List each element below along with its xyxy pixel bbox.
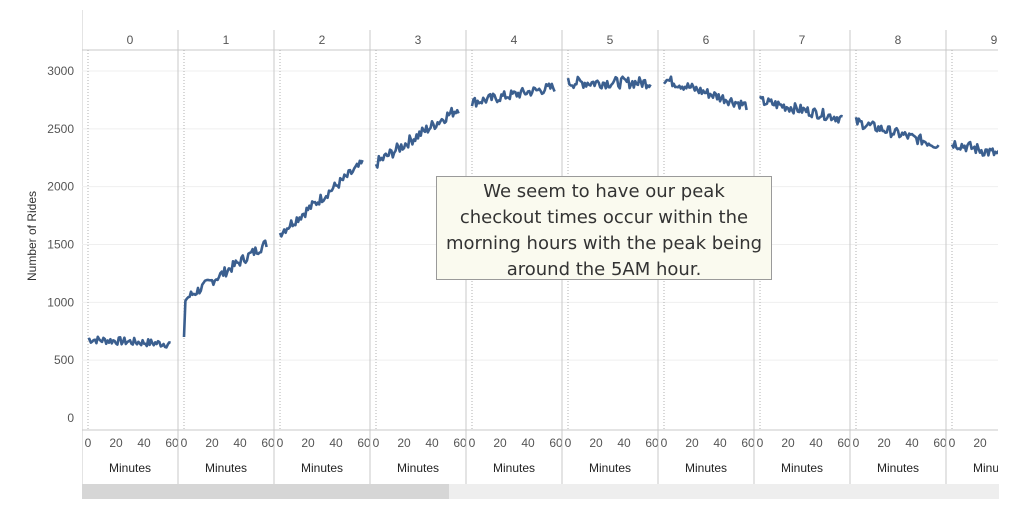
panel-1: 1 0 20 40 60 Minutes <box>177 30 275 484</box>
x-tick-label: 40 <box>713 436 727 450</box>
x-tick-label: 40 <box>329 436 343 450</box>
x-axis-title: Minutes <box>301 461 343 475</box>
series-line-hour-9 <box>950 140 998 157</box>
x-tick-label: 20 <box>589 436 603 450</box>
panel-header-8: 8 <box>895 33 902 47</box>
panel-8: 8 0 20 40 60 Minutes <box>849 30 947 484</box>
y-tick-label: 3000 <box>47 64 74 78</box>
panel-header-5: 5 <box>607 33 614 47</box>
x-tick-label: 40 <box>617 436 631 450</box>
y-axis: 0 500 1000 1500 2000 2500 3000 <box>47 64 74 425</box>
x-axis-title: Minutes <box>589 461 631 475</box>
x-axis-title: Minutes <box>493 461 535 475</box>
x-tick-label: 40 <box>137 436 151 450</box>
x-tick-label: 0 <box>181 436 188 450</box>
series-line-hour-3 <box>374 106 460 169</box>
panel-header-1: 1 <box>223 33 230 47</box>
x-axis-title: Minutes <box>877 461 919 475</box>
horizontal-scrollbar[interactable] <box>82 484 999 499</box>
panel-header-4: 4 <box>511 33 518 47</box>
x-tick-label: 0 <box>85 436 92 450</box>
panel-header-6: 6 <box>703 33 710 47</box>
x-tick-label: 60 <box>549 436 563 450</box>
x-axis-title: Minutes <box>397 461 439 475</box>
y-tick-label: 500 <box>54 353 74 367</box>
x-tick-label: 40 <box>233 436 247 450</box>
x-tick-label: 60 <box>933 436 947 450</box>
x-tick-label: 60 <box>453 436 467 450</box>
x-tick-label: 20 <box>685 436 699 450</box>
x-tick-label: 20 <box>781 436 795 450</box>
series-line-hour-4 <box>470 82 556 108</box>
x-tick-label: 0 <box>469 436 476 450</box>
x-axis-title: Minutes <box>781 461 823 475</box>
x-tick-label: 40 <box>521 436 535 450</box>
panel-header-7: 7 <box>799 33 806 47</box>
panel-header-3: 3 <box>415 33 422 47</box>
annotation-box: We seem to have our peak checkout times … <box>436 176 772 280</box>
x-tick-label: 60 <box>741 436 755 450</box>
x-tick-label: 0 <box>853 436 860 450</box>
x-tick-label: 20 <box>301 436 315 450</box>
x-tick-label: 0 <box>757 436 764 450</box>
series-line-hour-6 <box>663 75 748 111</box>
series-line-hour-8 <box>854 116 940 149</box>
x-tick-label: 40 <box>1001 436 1015 450</box>
y-axis-title: Number of Rides <box>25 191 39 281</box>
x-axis-title: Minutes <box>685 461 727 475</box>
x-tick-label: 40 <box>425 436 439 450</box>
scrollbar-thumb[interactable] <box>82 484 449 499</box>
panel-3: 3 0 20 40 60 Minutes <box>369 30 467 484</box>
x-tick-label: 40 <box>809 436 823 450</box>
panel-9: 90204060Minutes <box>945 30 1015 484</box>
x-tick-label: 40 <box>905 436 919 450</box>
y-tick-label: 1000 <box>47 295 74 309</box>
y-tick-label: 0 <box>67 411 74 425</box>
x-tick-label: 0 <box>277 436 284 450</box>
x-tick-label: 60 <box>165 436 179 450</box>
panel-0: 0 0 20 40 60 Minutes <box>85 33 179 475</box>
x-tick-label: 20 <box>877 436 891 450</box>
series-line-hour-5 <box>566 75 652 90</box>
series-line-hour-1 <box>182 239 268 338</box>
x-tick-label: 60 <box>261 436 275 450</box>
x-tick-label: 60 <box>837 436 851 450</box>
x-tick-label: 20 <box>397 436 411 450</box>
x-tick-label: 20 <box>109 436 123 450</box>
series-line-hour-2 <box>278 159 364 238</box>
series-line-hour-7 <box>758 95 843 124</box>
x-tick-label: 0 <box>373 436 380 450</box>
x-tick-label: 60 <box>645 436 659 450</box>
x-tick-label: 20 <box>205 436 219 450</box>
panel-header-2: 2 <box>319 33 326 47</box>
y-tick-label: 2000 <box>47 180 74 194</box>
x-axis-title: Minutes <box>109 461 151 475</box>
y-tick-label: 1500 <box>47 238 74 252</box>
x-tick-label: 0 <box>661 436 668 450</box>
x-axis-title: Minutes <box>205 461 247 475</box>
x-tick-label: 60 <box>357 436 371 450</box>
y-tick-label: 2500 <box>47 122 74 136</box>
x-axis-title: Minutes <box>973 461 1015 475</box>
series-line-hour-0 <box>87 335 171 349</box>
x-tick-label: 0 <box>565 436 572 450</box>
panel-header-0: 0 <box>127 33 134 47</box>
x-tick-label: 20 <box>493 436 507 450</box>
x-tick-label: 20 <box>973 436 987 450</box>
panel-header-9: 9 <box>991 33 998 47</box>
x-tick-label: 0 <box>949 436 956 450</box>
